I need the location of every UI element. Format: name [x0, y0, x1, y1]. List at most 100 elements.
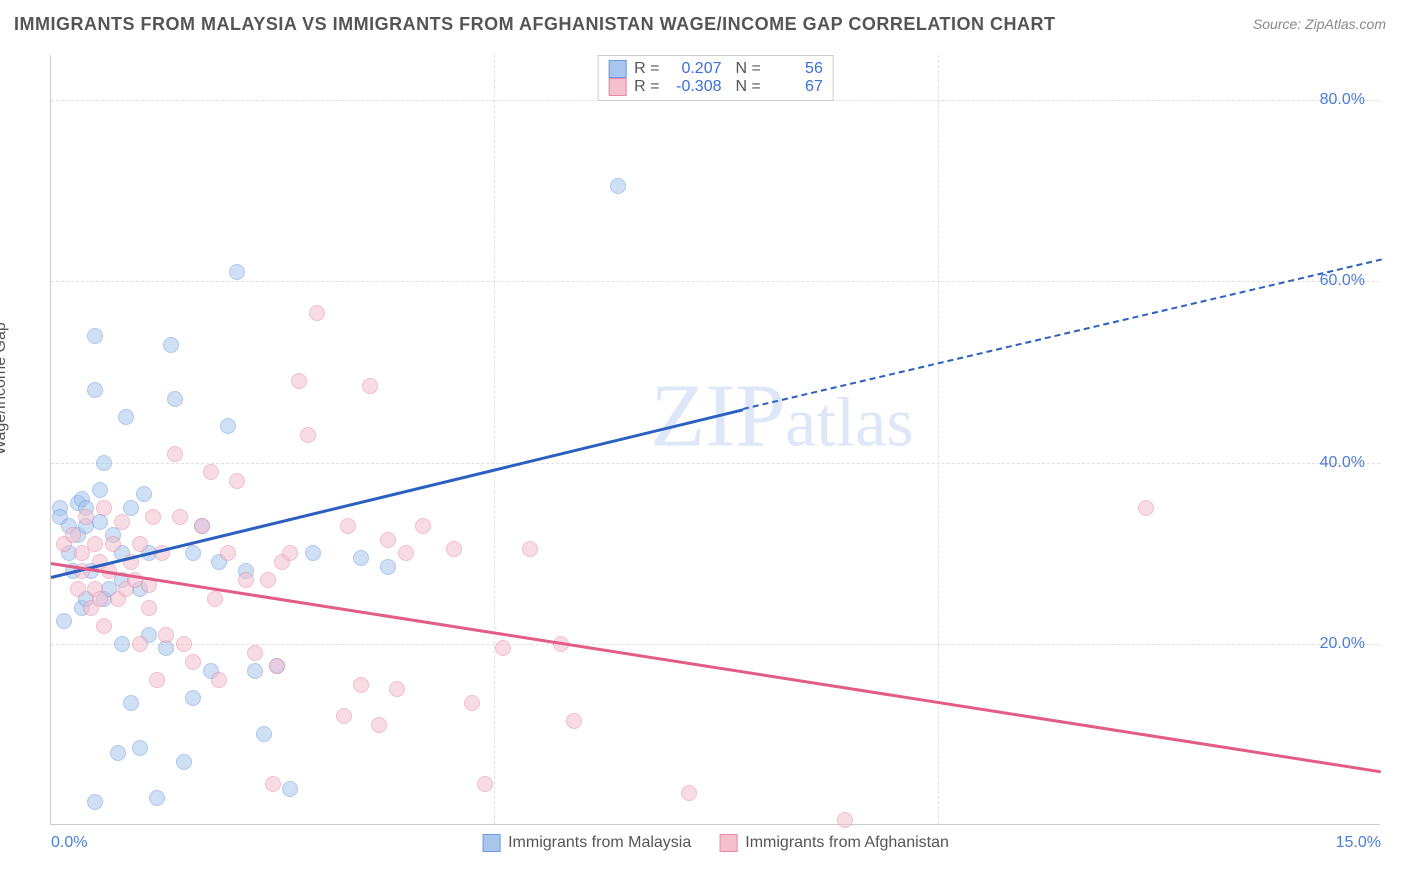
scatter-point — [87, 382, 103, 398]
scatter-point — [256, 726, 272, 742]
scatter-point — [238, 572, 254, 588]
scatter-point — [291, 373, 307, 389]
n-label: N = — [736, 78, 761, 96]
r-label: R = — [634, 60, 659, 78]
n-value-afghanistan: 67 — [769, 78, 823, 96]
scatter-point — [220, 418, 236, 434]
y-tick-label: 80.0% — [1320, 91, 1365, 109]
scatter-point — [132, 536, 148, 552]
y-tick-label: 60.0% — [1320, 272, 1365, 290]
scatter-point — [610, 178, 626, 194]
scatter-point — [362, 378, 378, 394]
correlation-legend: R = 0.207 N = 56 R = -0.308 N = 67 — [597, 55, 834, 101]
scatter-point — [65, 527, 81, 543]
scatter-point — [681, 785, 697, 801]
scatter-point — [194, 518, 210, 534]
scatter-point — [247, 645, 263, 661]
scatter-point — [185, 654, 201, 670]
scatter-point — [837, 812, 853, 828]
y-tick-label: 40.0% — [1320, 454, 1365, 472]
scatter-point — [260, 572, 276, 588]
scatter-point — [118, 409, 134, 425]
x-tick-label: 15.0% — [1336, 834, 1381, 852]
series-label-malaysia: Immigrants from Malaysia — [508, 834, 691, 852]
source-attribution: Source: ZipAtlas.com — [1253, 16, 1386, 32]
scatter-point — [114, 636, 130, 652]
scatter-point — [389, 681, 405, 697]
watermark-logo: ZIPatlas — [650, 365, 913, 468]
swatch-malaysia — [482, 834, 500, 852]
legend-item-afghanistan: Immigrants from Afghanistan — [719, 834, 949, 852]
scatter-point — [96, 500, 112, 516]
scatter-point — [229, 473, 245, 489]
legend-item-malaysia: Immigrants from Malaysia — [482, 834, 691, 852]
n-value-malaysia: 56 — [769, 60, 823, 78]
scatter-point — [495, 640, 511, 656]
grid-line-v — [938, 55, 939, 824]
r-label: R = — [634, 78, 659, 96]
scatter-point — [380, 559, 396, 575]
scatter-point — [56, 613, 72, 629]
scatter-point — [269, 658, 285, 674]
scatter-point — [149, 672, 165, 688]
grid-line-h — [51, 281, 1380, 282]
scatter-point — [207, 591, 223, 607]
r-value-malaysia: 0.207 — [668, 60, 722, 78]
scatter-point — [172, 509, 188, 525]
scatter-point — [380, 532, 396, 548]
grid-line-h — [51, 644, 1380, 645]
plot-area: ZIPatlas R = 0.207 N = 56 R = -0.308 N =… — [50, 55, 1380, 825]
scatter-point — [282, 781, 298, 797]
y-tick-label: 20.0% — [1320, 635, 1365, 653]
scatter-point — [149, 790, 165, 806]
scatter-point — [132, 740, 148, 756]
scatter-point — [163, 337, 179, 353]
legend-row-malaysia: R = 0.207 N = 56 — [608, 60, 823, 78]
scatter-point — [92, 482, 108, 498]
series-label-afghanistan: Immigrants from Afghanistan — [745, 834, 949, 852]
scatter-point — [70, 581, 86, 597]
scatter-point — [87, 536, 103, 552]
scatter-point — [220, 545, 236, 561]
scatter-point — [87, 328, 103, 344]
scatter-point — [105, 536, 121, 552]
scatter-point — [136, 486, 152, 502]
chart-title: IMMIGRANTS FROM MALAYSIA VS IMMIGRANTS F… — [14, 14, 1055, 35]
scatter-point — [305, 545, 321, 561]
scatter-point — [132, 636, 148, 652]
scatter-point — [114, 514, 130, 530]
x-tick-label: 0.0% — [51, 834, 87, 852]
scatter-point — [522, 541, 538, 557]
scatter-point — [1138, 500, 1154, 516]
scatter-point — [353, 550, 369, 566]
scatter-point — [141, 600, 157, 616]
series-legend: Immigrants from Malaysia Immigrants from… — [482, 834, 949, 852]
swatch-afghanistan — [608, 78, 626, 96]
scatter-point — [282, 545, 298, 561]
scatter-point — [110, 745, 126, 761]
y-axis-label: Wage/Income Gap — [0, 322, 10, 455]
scatter-point — [78, 509, 94, 525]
scatter-point — [185, 690, 201, 706]
r-value-afghanistan: -0.308 — [668, 78, 722, 96]
scatter-point — [167, 391, 183, 407]
scatter-point — [229, 264, 245, 280]
scatter-point — [477, 776, 493, 792]
swatch-malaysia — [608, 60, 626, 78]
scatter-point — [203, 464, 219, 480]
scatter-point — [158, 627, 174, 643]
scatter-point — [92, 591, 108, 607]
scatter-point — [340, 518, 356, 534]
n-label: N = — [736, 60, 761, 78]
scatter-point — [353, 677, 369, 693]
scatter-point — [123, 695, 139, 711]
scatter-point — [300, 427, 316, 443]
scatter-point — [145, 509, 161, 525]
scatter-point — [309, 305, 325, 321]
scatter-point — [176, 636, 192, 652]
scatter-point — [446, 541, 462, 557]
scatter-point — [398, 545, 414, 561]
scatter-point — [415, 518, 431, 534]
scatter-point — [87, 794, 103, 810]
scatter-point — [176, 754, 192, 770]
